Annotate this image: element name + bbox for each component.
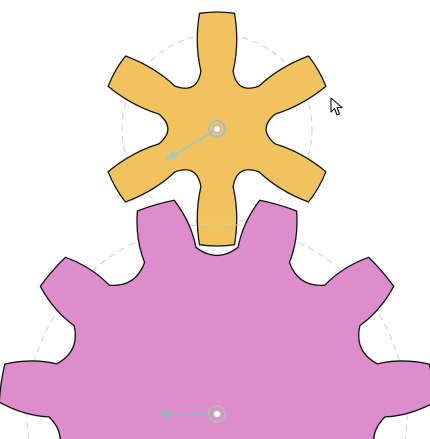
small-gear-pointer-tip-icon: [166, 149, 178, 160]
small-gear-hub[interactable]: [208, 120, 226, 138]
large-gear[interactable]: [0, 199, 430, 439]
large-gear-hub[interactable]: [208, 405, 226, 423]
large-gear-axle: [212, 409, 222, 419]
large-gear-pointer-tip-icon: [158, 408, 169, 420]
small-gear-axle: [212, 124, 222, 134]
large-gear-body[interactable]: [0, 199, 430, 439]
mouse-pointer-icon: [330, 97, 343, 116]
